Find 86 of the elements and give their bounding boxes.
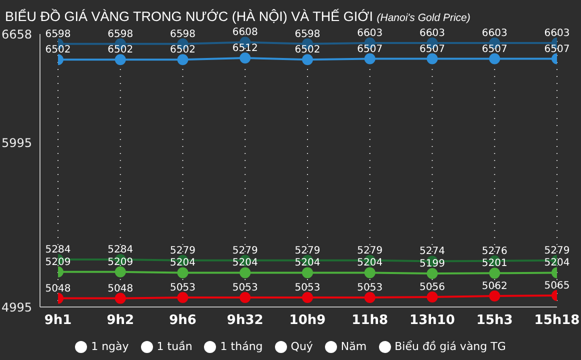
data-label: 5209: [108, 256, 134, 268]
data-label: 5209: [45, 256, 71, 268]
data-label: 5276: [482, 246, 508, 257]
data-label: 6603: [357, 28, 383, 40]
data-label: 6502: [45, 44, 71, 56]
data-label: 5053: [294, 282, 320, 294]
point: [302, 54, 313, 66]
point: [114, 54, 126, 66]
data-label: 5284: [108, 244, 134, 256]
point: [426, 53, 438, 64]
data-label: 5279: [357, 245, 383, 256]
text: Năm: [340, 340, 367, 353]
data-label: 5053: [232, 282, 258, 294]
data-label: 6502: [294, 44, 320, 56]
data-label: 5204: [232, 258, 258, 269]
x-tick-label: 9h2: [106, 313, 134, 328]
point: [489, 53, 500, 64]
data-label: 6603: [544, 28, 570, 40]
data-label: 6507: [420, 44, 445, 55]
data-label: 6507: [357, 44, 383, 55]
data-label: 5053: [170, 282, 196, 294]
data-label: 5204: [544, 258, 570, 269]
x-tick-label: 15h3: [476, 313, 513, 328]
point: [302, 292, 313, 303]
point: [177, 267, 188, 278]
data-label: 5065: [544, 280, 570, 292]
point: [364, 267, 376, 278]
point: [240, 52, 251, 64]
x-tick-label: 11h8: [352, 313, 388, 328]
y-tick-label: 4995: [1, 300, 32, 314]
data-label: 5279: [170, 245, 196, 256]
data-label: 5053: [357, 282, 383, 294]
y-tick-label: 6658: [1, 27, 32, 42]
data-label: 5274: [420, 246, 445, 258]
data-label: 5279: [232, 245, 258, 256]
point: [426, 291, 438, 302]
point: [426, 268, 438, 280]
data-label: 6603: [420, 28, 445, 40]
data-label: 5199: [420, 258, 445, 270]
data-label: 5056: [420, 282, 445, 293]
data-label: 6598: [108, 28, 134, 40]
point: [364, 53, 376, 64]
chart-subtitle: (Hanoi's Gold Price): [376, 12, 470, 24]
data-label: 6502: [170, 44, 196, 56]
x-tick-label: 9h1: [44, 313, 72, 328]
point: [177, 54, 188, 66]
data-label: 6598: [45, 28, 71, 40]
data-label: 6603: [482, 28, 508, 40]
data-label: 6512: [232, 42, 258, 54]
x-tick-label: 9h6: [169, 313, 196, 328]
text: Quý: [290, 340, 313, 353]
data-label: 6502: [108, 44, 134, 56]
data-label: 5279: [294, 245, 320, 256]
x-tick-label: 10h9: [289, 313, 326, 328]
data-label: 5204: [294, 258, 320, 269]
data-label: 6507: [482, 44, 508, 55]
data-label: 5201: [482, 258, 508, 270]
data-label: 6608: [232, 27, 258, 38]
point: [240, 292, 251, 303]
point: [177, 292, 188, 303]
data-label: 5284: [45, 244, 71, 256]
point: [240, 267, 251, 278]
point: [489, 268, 500, 279]
point: [489, 290, 500, 302]
text: 1 ngày: [91, 340, 129, 353]
point: [302, 267, 313, 278]
data-label: 5204: [170, 258, 196, 269]
x-tick-label: 15h18: [534, 313, 580, 328]
data-label: 5279: [544, 245, 570, 256]
data-label: 5062: [482, 281, 508, 292]
text: 1 tuần: [156, 340, 192, 353]
text: 1 tháng: [220, 340, 263, 353]
point: [364, 292, 376, 303]
text: Biểu đồ giá vàng TG: [394, 340, 506, 353]
data-label: 6598: [294, 28, 320, 40]
data-label: 5204: [357, 258, 383, 269]
point: [114, 292, 126, 304]
data-label: 5048: [108, 283, 134, 294]
y-tick-label: 5995: [1, 136, 32, 150]
x-tick-label: 9h32: [226, 313, 264, 328]
point: [114, 266, 126, 278]
x-tick-label: 13h10: [410, 313, 455, 328]
data-label: 6598: [170, 28, 196, 40]
chart-title: BIỂU ĐỒ GIÁ VÀNG TRONG NƯỚC (HÀ NỘI) VÀ THẾ GIỚI: [5, 9, 373, 24]
data-label: 5048: [45, 283, 71, 294]
data-label: 6507: [544, 44, 570, 55]
